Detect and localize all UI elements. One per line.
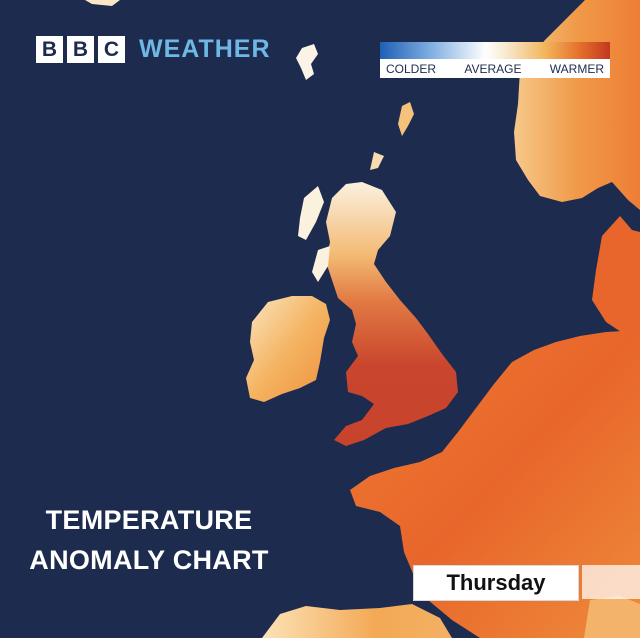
weather-wordmark: WEATHER — [139, 35, 271, 63]
day-label-text: Thursday — [413, 565, 579, 601]
landmass-ireland — [246, 296, 330, 402]
legend-label-colder: COLDER — [386, 62, 437, 76]
landmass-north-fragment — [85, 0, 120, 6]
bbc-letter-b2: B — [67, 36, 94, 63]
legend-color-scale — [380, 42, 610, 59]
island-small-north — [370, 152, 384, 170]
legend-labels: COLDER AVERAGE WARMER — [380, 62, 610, 78]
legend-label-warmer: WARMER — [549, 62, 604, 76]
island-inner-hebrides — [312, 246, 330, 282]
landmass-europe — [350, 330, 640, 638]
bbc-weather-logo: B B C WEATHER — [36, 35, 271, 64]
bbc-letter-c: C — [98, 36, 125, 63]
island-orkney — [398, 102, 414, 136]
chart-title: TEMPERATURE ANOMALY CHART — [14, 500, 284, 580]
island-outer-hebrides — [298, 186, 324, 240]
landmass-denmark — [592, 216, 640, 334]
landmass-scandinavia — [514, 0, 640, 210]
day-label: Thursday — [410, 562, 640, 604]
island-shetland — [296, 44, 318, 80]
landmass-southern-fragment — [262, 604, 452, 638]
landmass-great-britain — [326, 182, 458, 446]
bbc-letter-b1: B — [36, 36, 63, 63]
chart-title-line1: TEMPERATURE — [45, 505, 253, 535]
temperature-legend: COLDER AVERAGE WARMER — [380, 42, 610, 78]
day-label-tail — [582, 565, 640, 599]
landmass-southeast-fragment — [584, 596, 640, 638]
legend-label-average: AVERAGE — [464, 62, 522, 76]
chart-title-line2: ANOMALY CHART — [29, 545, 269, 575]
